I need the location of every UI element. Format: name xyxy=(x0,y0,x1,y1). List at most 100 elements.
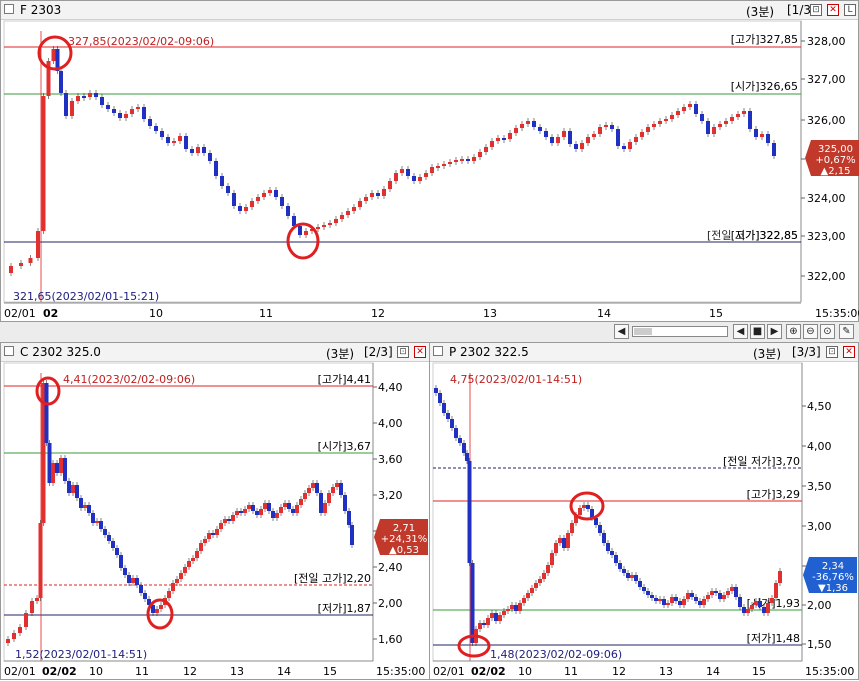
put-candle xyxy=(642,587,646,591)
call-candle xyxy=(347,511,351,525)
put-candle xyxy=(558,538,562,543)
put-option-chart[interactable]: 4,504,003,503,002,502,001,50[전일 저가]3,70[… xyxy=(430,343,859,681)
next-button[interactable]: ▶ xyxy=(767,324,782,339)
price-tick-label: 322,00 xyxy=(807,270,846,283)
futures-candle xyxy=(658,121,662,124)
futures-candle xyxy=(118,113,122,118)
tool-icon[interactable]: ✎ xyxy=(839,324,854,339)
time-axis-label: 15 xyxy=(752,665,766,678)
put-candle xyxy=(614,555,618,563)
call-candle xyxy=(255,511,259,515)
zoom-in-icon[interactable]: ⊕ xyxy=(786,324,801,339)
close-icon[interactable]: ✕ xyxy=(843,346,855,358)
page-indicator: [3/3] xyxy=(792,345,821,359)
search-icon[interactable]: ⊙ xyxy=(820,324,835,339)
futures-candle xyxy=(172,141,176,143)
futures-candle xyxy=(478,152,482,157)
call-candle xyxy=(195,551,199,558)
futures-candle xyxy=(688,104,692,107)
futures-candle xyxy=(514,128,518,133)
panel-checkbox[interactable] xyxy=(4,346,14,356)
call-candle xyxy=(167,591,171,598)
highlight-circle xyxy=(37,35,73,71)
slider-thumb[interactable] xyxy=(634,328,652,335)
restore-icon[interactable]: ⊡ xyxy=(810,4,822,16)
stop-button[interactable]: ■ xyxy=(750,324,765,339)
call-candle xyxy=(215,529,219,535)
put-candle xyxy=(470,563,475,643)
call-candle xyxy=(147,599,151,605)
call-candle xyxy=(343,495,347,511)
call-candle xyxy=(271,511,275,518)
high-line-label: [고가]4,41 xyxy=(318,373,371,386)
interval-label: (3분) xyxy=(753,347,782,361)
futures-candle xyxy=(748,111,752,129)
call-candle xyxy=(259,509,263,515)
futures-candle xyxy=(160,131,164,137)
price-tick-label: 2,00 xyxy=(807,599,832,612)
close-icon[interactable]: ✕ xyxy=(414,346,426,358)
futures-candle xyxy=(760,134,764,137)
call-candle xyxy=(115,548,119,555)
put-candle xyxy=(646,591,650,595)
lock-icon[interactable]: L xyxy=(844,4,856,16)
call-candle xyxy=(350,525,354,545)
futures-candle xyxy=(184,136,188,149)
panel-checkbox[interactable] xyxy=(4,4,14,14)
call-candle xyxy=(6,639,10,643)
futures-candle xyxy=(51,49,56,61)
zoom-slider[interactable] xyxy=(632,326,728,337)
close-icon[interactable]: ✕ xyxy=(827,4,839,16)
futures-candle xyxy=(628,142,632,149)
put-title: P 2302 322.5 xyxy=(449,345,529,359)
futures-candle xyxy=(214,161,218,176)
prev-button[interactable]: ◀ xyxy=(733,324,748,339)
put-current-price-tag xyxy=(803,557,857,593)
futures-candle xyxy=(64,93,68,116)
futures-chart[interactable]: 328,00 327,00 326,00 325,00 324,00 323,00 322,… xyxy=(1,1,859,323)
call-option-chart[interactable]: 4,404,003,603,202,802,402,001,60[고가]4,41… xyxy=(1,343,431,681)
put-candle xyxy=(498,615,502,621)
call-candle xyxy=(63,458,67,481)
futures-candle xyxy=(340,215,344,219)
put-candle xyxy=(714,591,718,593)
panel-checkbox[interactable] xyxy=(433,346,443,356)
futures-candle xyxy=(19,263,23,266)
put-candle xyxy=(774,583,778,598)
put-candle xyxy=(710,591,714,595)
call-candle xyxy=(339,483,343,495)
restore-icon[interactable]: ⊡ xyxy=(826,346,838,358)
put-candle xyxy=(438,393,442,403)
put-candle xyxy=(758,601,762,607)
call-candle xyxy=(279,507,283,513)
futures-title: F 2303 xyxy=(20,3,62,17)
call-chart-panel: C 2302 325.0 (3분) [2/3] ⊡ ✕ 4,40 4,00 3,60… xyxy=(0,342,430,680)
time-axis-label: 12 xyxy=(612,665,626,678)
put-candle xyxy=(446,413,450,419)
futures-candle xyxy=(472,157,476,161)
scroll-left-button[interactable]: ◀ xyxy=(614,324,629,339)
price-tick-label: 1,60 xyxy=(378,633,403,646)
interval-label: (3분) xyxy=(326,347,355,361)
futures-candle xyxy=(202,147,206,153)
call-candle xyxy=(183,567,187,573)
put-candle xyxy=(750,605,754,609)
price-tick-label: 2,40 xyxy=(378,561,403,574)
futures-candle xyxy=(742,111,746,114)
call-candle xyxy=(251,505,255,511)
price-tick-label: 1,50 xyxy=(807,638,832,651)
time-axis-label: 14 xyxy=(597,307,611,320)
zoom-out-icon[interactable]: ⊖ xyxy=(803,324,818,339)
call-candle xyxy=(307,488,311,493)
restore-icon[interactable]: ⊡ xyxy=(397,346,409,358)
highlight-circle xyxy=(146,598,174,630)
call-candle xyxy=(239,511,243,513)
futures-candle xyxy=(148,119,152,126)
call-candle xyxy=(335,483,339,487)
time-axis-label: 15 xyxy=(323,665,337,678)
call-candle xyxy=(24,613,28,627)
futures-candle xyxy=(634,137,638,142)
call-candle xyxy=(295,505,299,513)
futures-candle xyxy=(520,124,524,128)
futures-candle xyxy=(190,149,194,153)
